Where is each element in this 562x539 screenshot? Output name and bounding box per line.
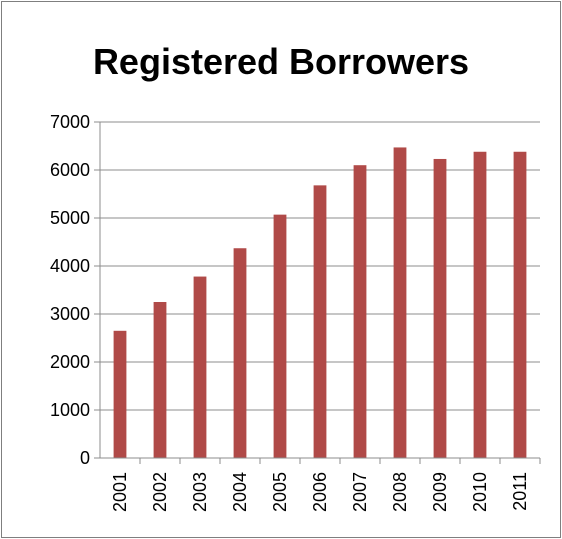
bar-2005 (273, 214, 287, 458)
x-tick-label: 2011 (510, 472, 530, 511)
bar-2001 (113, 330, 127, 458)
y-tick-label: 1000 (50, 400, 90, 420)
bar-2004 (233, 248, 247, 458)
x-tick-label: 2008 (390, 472, 410, 512)
bar-2007 (353, 165, 367, 458)
x-tick-label: 2004 (230, 472, 250, 512)
x-tick-label: 2010 (470, 472, 490, 512)
y-tick-label: 2000 (50, 352, 90, 372)
y-tick-label: 7000 (50, 112, 90, 132)
x-tick-label: 2001 (110, 472, 130, 512)
bar-2010 (473, 151, 487, 458)
y-tick-label: 3000 (50, 304, 90, 324)
x-tick-label: 2003 (190, 472, 210, 512)
x-tick-label: 2006 (310, 472, 330, 512)
bar-2009 (433, 158, 447, 458)
bar-2003 (193, 276, 207, 458)
x-tick-label: 2005 (270, 472, 290, 512)
y-tick-labels: 0 1000 2000 3000 4000 5000 6000 7000 (50, 112, 90, 468)
x-tick-label: 2007 (350, 472, 370, 512)
y-tick-label: 6000 (50, 160, 90, 180)
bar-2006 (313, 185, 327, 459)
x-tick-label: 2009 (430, 472, 450, 512)
bar-2008 (393, 147, 407, 458)
chart-title: Registered Borrowers (93, 41, 469, 82)
y-tick-label: 0 (80, 448, 90, 468)
bar-2002 (153, 302, 167, 458)
x-tick-label: 2002 (150, 472, 170, 512)
y-tick-label: 5000 (50, 208, 90, 228)
x-tick-labels: 2001 2002 2003 2004 2005 2006 2007 2008 2009 2010… (110, 472, 530, 512)
y-tick-label: 4000 (50, 256, 90, 276)
bar-2011 (513, 151, 527, 458)
bars (113, 147, 527, 459)
axes (94, 121, 541, 464)
